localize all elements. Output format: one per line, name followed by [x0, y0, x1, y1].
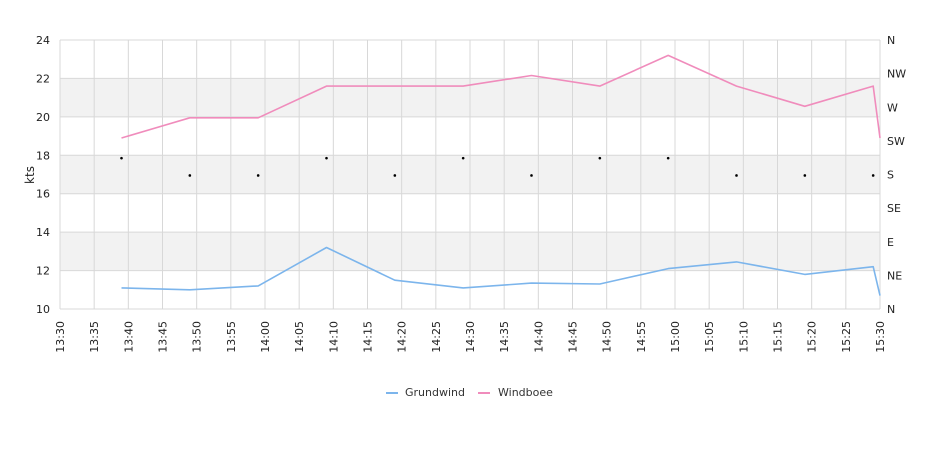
direction-tick-label: SE [887, 202, 901, 215]
x-tick-label: 15:05 [703, 321, 716, 353]
y-tick-label: 14 [36, 226, 50, 239]
direction-axis-ticks: N NW W SW S SE E NE N [887, 34, 906, 316]
direction-tick-label: W [887, 101, 898, 114]
x-tick-label: 13:35 [88, 321, 101, 353]
x-tick-label: 14:55 [635, 321, 648, 353]
y-tick-label: 10 [36, 303, 50, 316]
x-tick-label: 14:20 [396, 321, 409, 353]
x-tick-label: 14:40 [532, 321, 545, 353]
direction-tick-label: NE [887, 269, 902, 282]
series-lines [121, 54, 881, 296]
series-line-windboee [121, 54, 881, 139]
direction-point [256, 174, 260, 177]
x-tick-label: 14:25 [430, 321, 443, 353]
direction-tick-label: N [887, 34, 895, 47]
x-tick-label: 14:05 [293, 321, 306, 353]
y-tick-label: 20 [36, 111, 50, 124]
y-tick-label: 24 [36, 34, 50, 47]
x-tick-label: 14:45 [567, 321, 580, 353]
direction-point [871, 174, 875, 177]
direction-tick-label: N [887, 303, 895, 316]
direction-point [120, 156, 123, 160]
x-tick-label: 14:50 [601, 321, 614, 353]
x-tick-label: 13:45 [157, 321, 170, 353]
x-tick-label: 14:00 [259, 321, 272, 353]
y-axis-ticks: 10 12 14 16 18 20 22 24 [36, 34, 50, 316]
x-tick-label: 15:30 [874, 321, 887, 353]
x-tick-label: 15:10 [737, 321, 750, 353]
direction-point [803, 174, 807, 177]
direction-tick-label: NW [887, 68, 906, 81]
direction-tick-label: S [887, 169, 894, 182]
direction-points [120, 156, 875, 177]
x-tick-label: 15:25 [840, 321, 853, 353]
x-tick-label: 13:40 [122, 321, 135, 353]
x-tick-label: 14:15 [362, 321, 375, 353]
y-tick-label: 16 [36, 188, 50, 201]
y-tick-label: 18 [36, 149, 50, 162]
legend-item-grundwind[interactable]: Grundwind [386, 386, 465, 399]
x-tick-label: 13:50 [191, 321, 204, 353]
legend-label-windboee: Windboee [498, 386, 553, 399]
horizontal-gridlines [60, 39, 880, 310]
series-line-grundwind [121, 246, 881, 296]
x-tick-label: 15:00 [669, 321, 682, 353]
y-tick-label: 12 [36, 265, 50, 278]
legend-label-grundwind: Grundwind [405, 386, 465, 399]
x-tick-label: 13:30 [54, 321, 67, 353]
legend: Grundwind Windboee [386, 386, 553, 399]
legend-item-windboee[interactable]: Windboee [478, 386, 553, 399]
x-tick-label: 13:55 [225, 321, 238, 353]
direction-tick-label: E [887, 236, 894, 249]
x-tick-label: 14:30 [464, 321, 477, 353]
direction-point [393, 174, 397, 177]
direction-point [325, 156, 328, 160]
direction-point [188, 174, 192, 177]
x-axis-ticks: 13:30 13:35 13:40 13:45 13:50 13:55 14:00 14:05… [54, 321, 887, 353]
direction-point [666, 156, 670, 160]
y-tick-label: 22 [36, 72, 50, 85]
direction-point [530, 174, 533, 177]
direction-point [735, 174, 738, 177]
x-tick-label: 15:20 [806, 321, 819, 353]
x-tick-label: 14:10 [327, 321, 340, 353]
direction-point [461, 156, 465, 160]
y-axis-label: kts [23, 166, 37, 184]
x-tick-label: 15:15 [772, 321, 785, 353]
direction-tick-label: SW [887, 135, 905, 148]
x-tick-label: 14:35 [498, 321, 511, 353]
direction-point [598, 156, 602, 160]
